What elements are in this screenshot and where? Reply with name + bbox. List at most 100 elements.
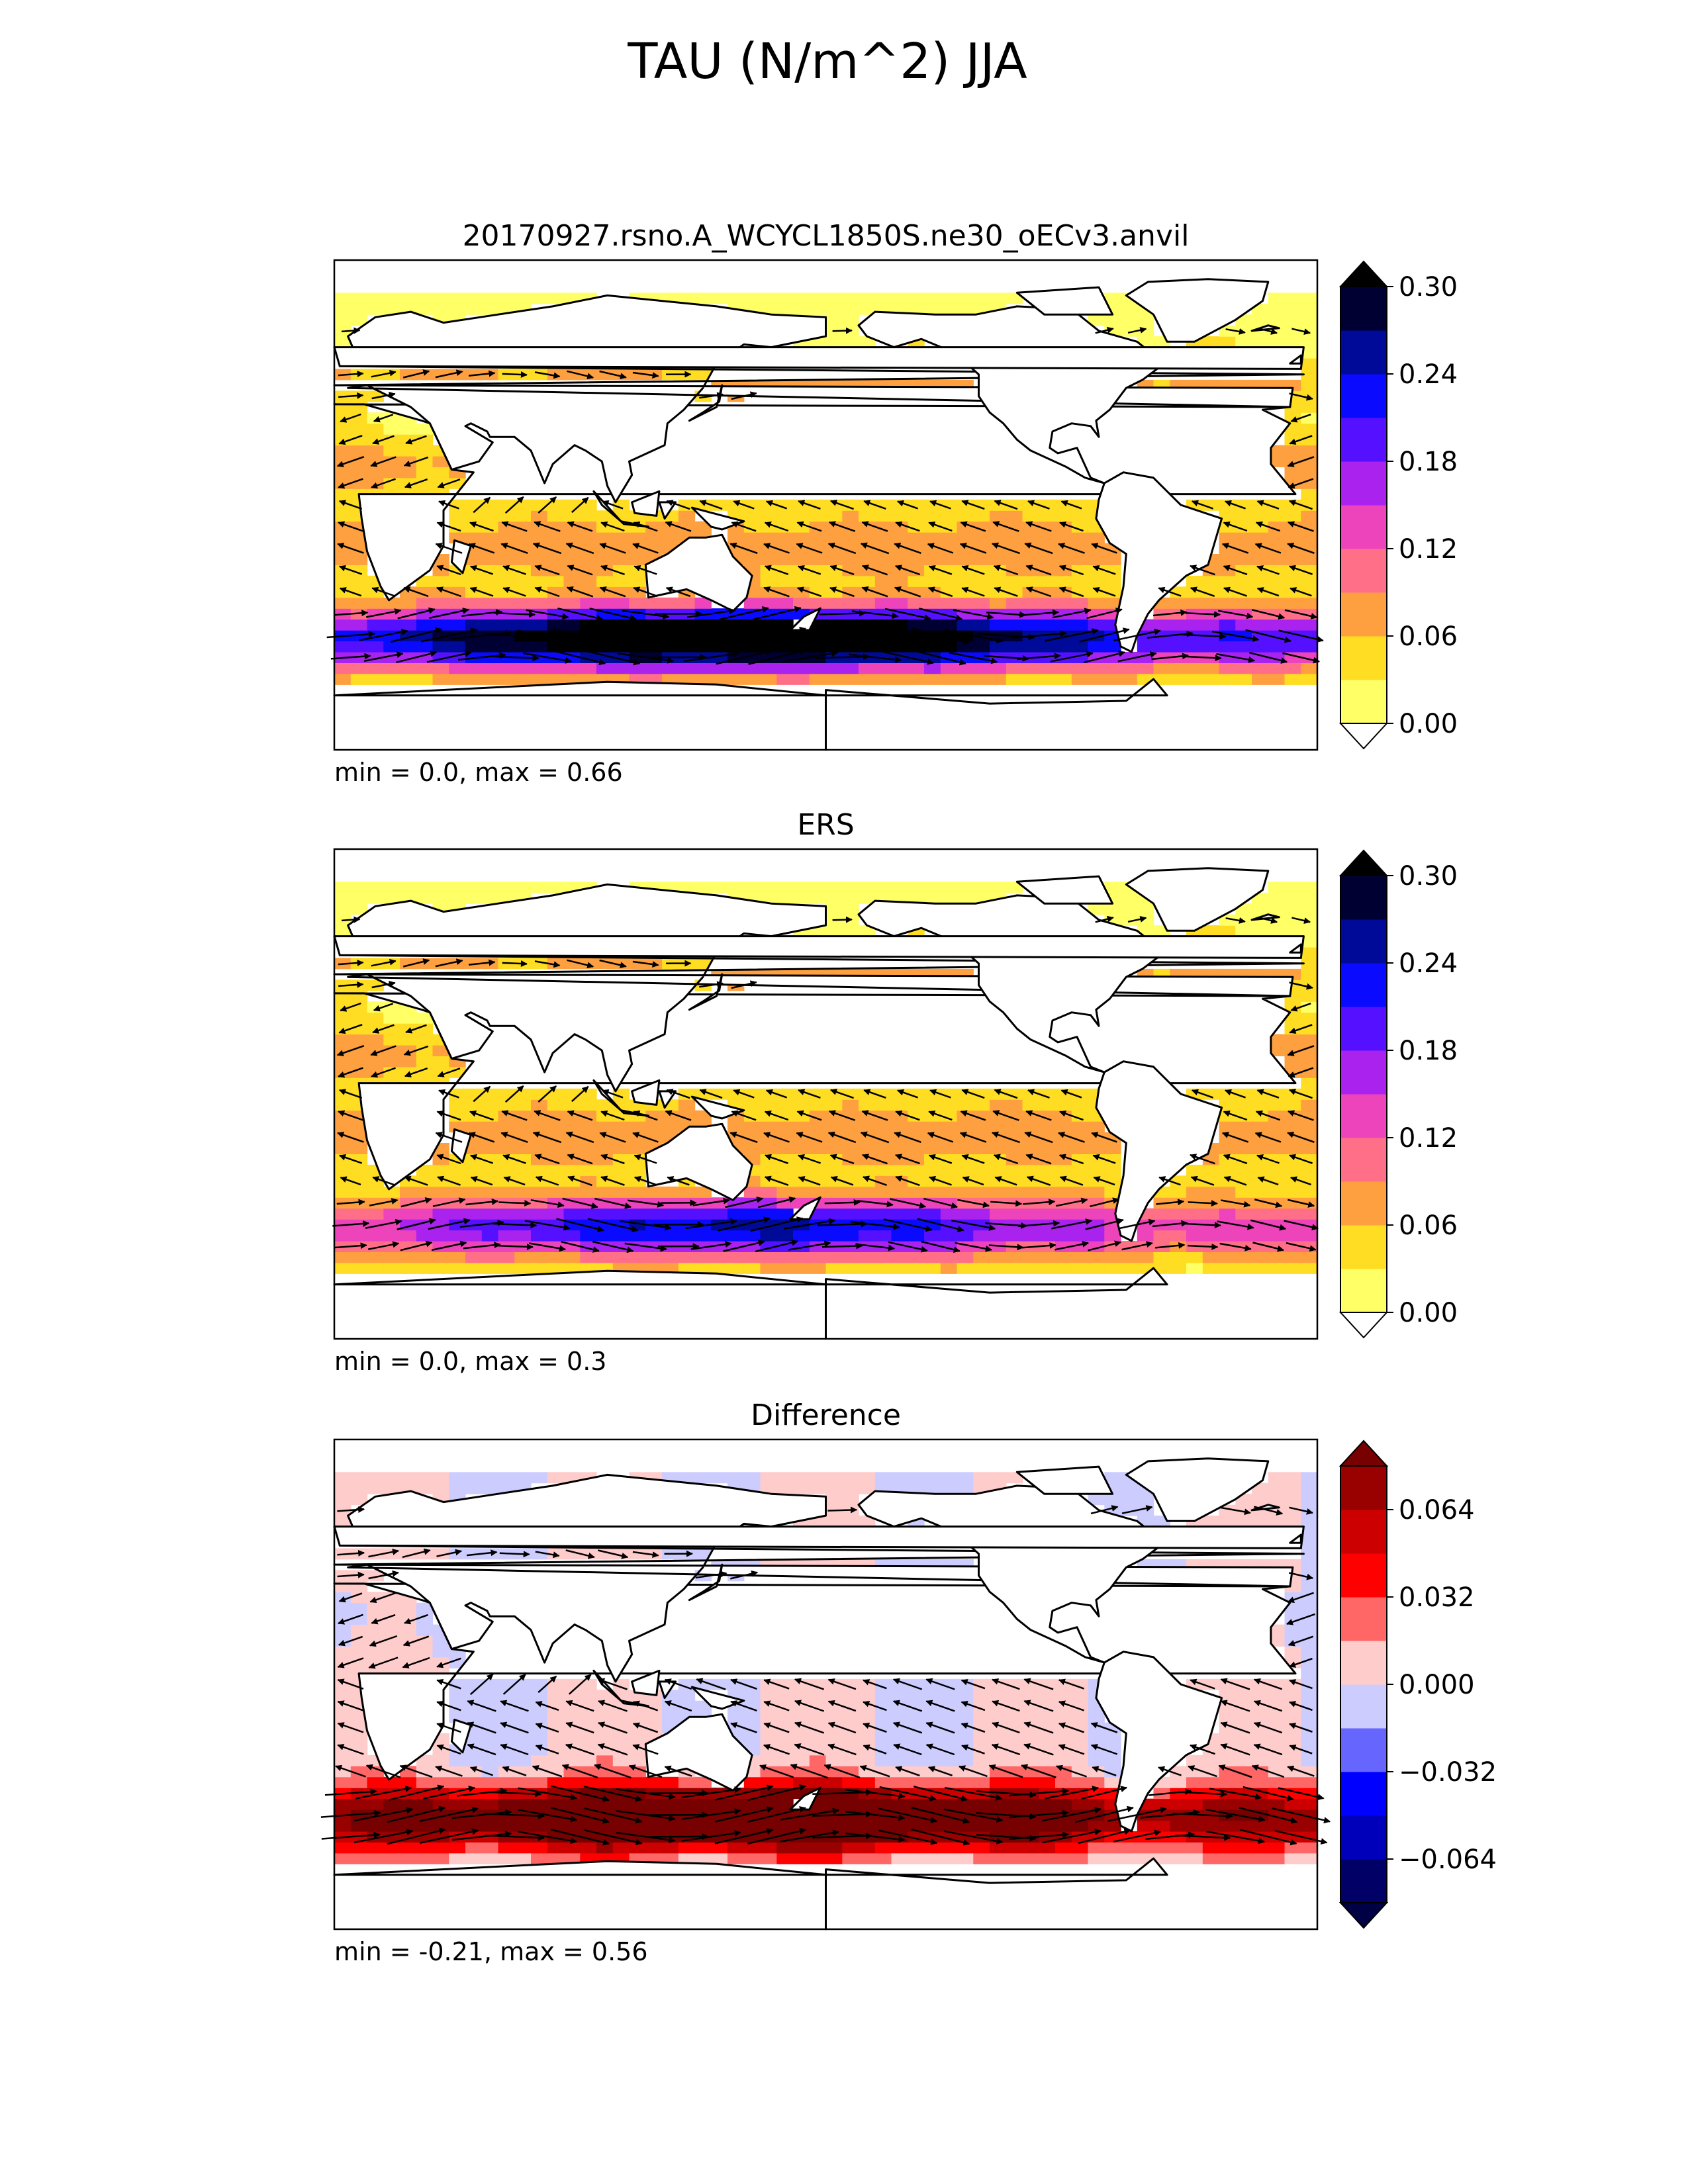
- heatmap-cell: [1252, 662, 1269, 674]
- heatmap-cell: [1301, 1852, 1318, 1864]
- heatmap-cell: [1088, 1754, 1105, 1766]
- heatmap-cell: [924, 1754, 941, 1766]
- heatmap-cell: [891, 532, 908, 544]
- wind-arrow: [878, 628, 938, 644]
- heatmap-cell: [481, 1219, 499, 1231]
- heatmap-cell: [1170, 1820, 1187, 1832]
- heatmap-cell: [350, 1001, 368, 1013]
- heatmap-cell: [908, 1175, 925, 1187]
- heatmap-cell: [1039, 1132, 1056, 1144]
- heatmap-cell: [1186, 575, 1203, 587]
- heatmap-cell: [629, 1842, 646, 1854]
- heatmap-cell: [842, 1472, 859, 1484]
- heatmap-cell: [531, 1722, 548, 1734]
- wind-arrow: [485, 633, 545, 640]
- heatmap-cell: [465, 1230, 483, 1242]
- heatmap-cell: [465, 1175, 483, 1187]
- heatmap-cell: [1071, 1132, 1089, 1144]
- wind-arrow: [1119, 1218, 1156, 1230]
- wind-arrow: [1245, 629, 1291, 643]
- heatmap-cell: [514, 575, 532, 587]
- heatmap-cell: [957, 1472, 974, 1484]
- heatmap-cell: [1055, 1776, 1072, 1788]
- heatmap-cell: [743, 1099, 761, 1111]
- wind-arrow: [632, 371, 659, 379]
- heatmap-cell: [1235, 1230, 1252, 1242]
- wind-arrow: [1259, 328, 1278, 335]
- heatmap-cell: [334, 1077, 352, 1089]
- heatmap-cell: [973, 554, 990, 565]
- heatmap-cell: [924, 1798, 941, 1810]
- heatmap-cell: [743, 532, 761, 544]
- heatmap-cell: [809, 499, 827, 511]
- heatmap-cell: [957, 1744, 974, 1756]
- heatmap-cell: [743, 673, 761, 685]
- heatmap-cell: [940, 1099, 958, 1111]
- heatmap-cell: [957, 1143, 974, 1154]
- heatmap-cell: [1006, 510, 1023, 522]
- heatmap-cell: [662, 662, 679, 674]
- heatmap-cell: [924, 1852, 941, 1864]
- heatmap-cell: [1088, 1776, 1105, 1788]
- heatmap-cell: [514, 1733, 532, 1745]
- wind-arrow: [538, 496, 557, 514]
- wind-arrow: [1095, 326, 1114, 334]
- heatmap-cell: [481, 673, 499, 685]
- heatmap-cell: [1284, 445, 1301, 457]
- wind-arrow: [895, 521, 920, 532]
- heatmap-cell: [793, 303, 810, 315]
- wind-arrow: [532, 542, 562, 555]
- heatmap-cell: [334, 521, 352, 533]
- heatmap-cell: [1088, 1711, 1105, 1723]
- heatmap-cell: [1055, 510, 1072, 522]
- heatmap-cell: [1219, 641, 1236, 653]
- heatmap-cell: [809, 293, 827, 304]
- heatmap-cell: [465, 586, 483, 598]
- heatmap-cell: [1039, 521, 1056, 533]
- heatmap-cell: [727, 1711, 745, 1723]
- heatmap-cell: [1202, 1208, 1220, 1220]
- heatmap-cell: [498, 1208, 515, 1220]
- heatmap-cell: [514, 1154, 532, 1165]
- heatmap-cell: [416, 641, 434, 653]
- heatmap-cell: [940, 1754, 958, 1766]
- heatmap-cell: [760, 565, 777, 576]
- heatmap-cell: [990, 597, 1007, 609]
- heatmap-cell: [481, 641, 499, 653]
- heatmap-cell: [1268, 575, 1286, 587]
- heatmap-cell: [1284, 1754, 1301, 1766]
- wind-arrow: [1184, 1222, 1221, 1229]
- heatmap-cell: [350, 1230, 368, 1242]
- wind-arrow: [798, 500, 821, 510]
- heatmap-cell: [1268, 662, 1286, 674]
- heatmap-cell: [1006, 586, 1023, 598]
- heatmap-cell: [514, 1754, 532, 1766]
- wind-arrow: [1152, 1220, 1188, 1228]
- heatmap-cell: [874, 662, 892, 674]
- heatmap-cell: [908, 1121, 925, 1133]
- heatmap-cell: [1235, 499, 1252, 511]
- heatmap-cell: [825, 532, 843, 544]
- heatmap-cell: [645, 1132, 663, 1144]
- heatmap-cell: [1268, 1110, 1286, 1122]
- heatmap-cell: [334, 423, 352, 435]
- heatmap-cell: [465, 1711, 483, 1723]
- heatmap-cell: [465, 882, 483, 893]
- heatmap-cell: [727, 1121, 745, 1133]
- heatmap-cell: [1104, 1251, 1121, 1263]
- heatmap-cell: [1022, 1208, 1039, 1220]
- heatmap-cell: [563, 1711, 581, 1723]
- heatmap-cell: [957, 303, 974, 315]
- heatmap-cell: [874, 510, 892, 522]
- heatmap-cell: [825, 1088, 843, 1100]
- heatmap-cell: [1104, 554, 1121, 565]
- heatmap-cell: [874, 1776, 892, 1788]
- heatmap-cell: [531, 1175, 548, 1187]
- heatmap-cell: [645, 1121, 663, 1133]
- heatmap-cell: [973, 1230, 990, 1242]
- heatmap-cell: [809, 575, 827, 587]
- heatmap-cell: [727, 1820, 745, 1832]
- heatmap-cell: [924, 1700, 941, 1712]
- heatmap-cell: [1301, 488, 1318, 500]
- heatmap-cell: [383, 1001, 400, 1013]
